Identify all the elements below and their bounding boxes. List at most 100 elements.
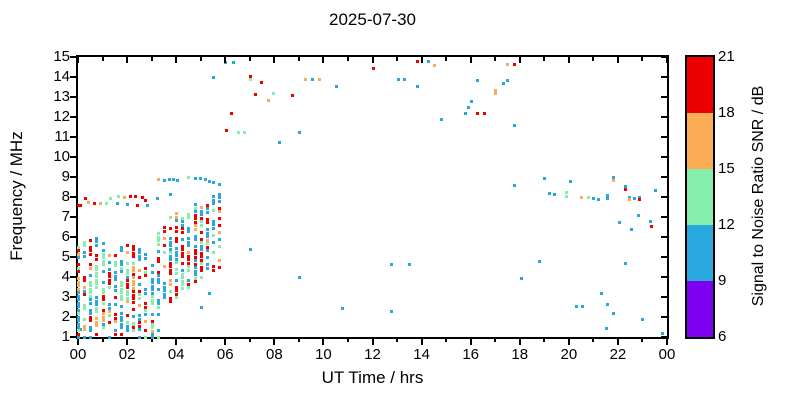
- data-point: [113, 320, 117, 323]
- colorbar: [685, 55, 715, 339]
- data-point: [167, 178, 171, 181]
- data-point: [597, 198, 601, 201]
- data-point: [199, 262, 203, 265]
- y-tick-label: 1: [61, 328, 70, 345]
- y-major-tick: [70, 236, 76, 238]
- x-major-tick: [420, 57, 423, 63]
- data-point: [211, 209, 215, 212]
- data-point: [169, 226, 173, 230]
- x-major-tick: [126, 339, 129, 345]
- data-point: [101, 325, 105, 329]
- data-point: [172, 178, 176, 181]
- data-point: [259, 81, 263, 84]
- data-point: [162, 292, 166, 296]
- data-point: [187, 240, 191, 244]
- data-point: [426, 60, 430, 63]
- data-point: [162, 229, 166, 233]
- data-point: [612, 312, 615, 315]
- data-point: [101, 322, 105, 326]
- data-point: [175, 285, 179, 289]
- data-point: [193, 248, 197, 252]
- data-point: [187, 251, 191, 254]
- data-point: [101, 298, 105, 301]
- data-point: [107, 336, 111, 339]
- data-point: [89, 284, 93, 287]
- data-point: [267, 99, 271, 102]
- data-point: [187, 230, 191, 233]
- data-point: [169, 240, 173, 244]
- colorbar-segment: [687, 113, 713, 169]
- y-major-tick: [70, 76, 76, 78]
- x-minor-tick: [101, 57, 104, 61]
- data-point: [156, 329, 160, 332]
- data-point: [101, 319, 105, 322]
- data-point: [548, 192, 552, 195]
- data-point: [150, 323, 154, 326]
- data-point: [592, 197, 596, 200]
- data-point: [89, 329, 93, 332]
- data-point: [175, 289, 179, 292]
- data-point: [77, 270, 80, 273]
- data-point: [162, 243, 166, 247]
- data-point: [205, 238, 209, 242]
- data-point: [512, 184, 516, 187]
- data-point: [637, 196, 641, 199]
- x-major-tick: [273, 339, 276, 345]
- data-point: [169, 251, 173, 254]
- data-point: [624, 262, 628, 265]
- data-point: [211, 233, 215, 237]
- data-point: [156, 235, 160, 239]
- data-point: [83, 251, 87, 254]
- data-point: [187, 237, 191, 240]
- x-major-tick: [616, 339, 619, 345]
- data-point: [494, 89, 498, 92]
- data-point: [89, 245, 93, 249]
- data-point: [77, 291, 80, 294]
- data-point: [156, 281, 160, 284]
- data-point: [187, 268, 191, 272]
- data-point: [199, 255, 203, 258]
- data-point: [113, 285, 117, 288]
- data-point: [83, 324, 87, 328]
- data-point: [77, 329, 80, 332]
- data-point: [126, 244, 130, 247]
- x-major-tick: [666, 339, 668, 345]
- x-major-tick: [420, 339, 423, 345]
- data-point: [193, 234, 197, 238]
- data-point: [89, 298, 93, 301]
- data-point: [175, 229, 179, 233]
- data-point: [119, 284, 123, 287]
- data-point: [144, 336, 148, 339]
- data-point: [176, 179, 180, 182]
- data-point: [119, 263, 123, 266]
- data-point: [126, 300, 130, 303]
- colorbar-tick-label: 9: [718, 272, 727, 289]
- data-point: [519, 277, 523, 280]
- data-point: [101, 280, 105, 284]
- data-point: [89, 336, 93, 339]
- data-point: [181, 216, 185, 220]
- data-point: [95, 324, 99, 327]
- data-point: [150, 263, 154, 267]
- data-point: [113, 316, 117, 320]
- data-point: [198, 177, 202, 180]
- data-point: [538, 260, 542, 263]
- data-point: [371, 67, 375, 70]
- data-point: [143, 199, 147, 202]
- data-point: [95, 320, 99, 324]
- x-tick-label: 20: [560, 346, 578, 363]
- data-point: [205, 221, 209, 224]
- data-point: [193, 269, 197, 273]
- data-point: [156, 298, 160, 302]
- data-point: [101, 294, 105, 298]
- data-point: [187, 226, 191, 230]
- data-point: [181, 255, 185, 258]
- data-point: [95, 282, 99, 285]
- x-major-tick: [616, 57, 619, 63]
- data-point: [156, 288, 160, 291]
- data-point: [129, 195, 133, 198]
- data-point: [627, 198, 631, 201]
- data-point: [205, 235, 209, 238]
- data-point: [95, 317, 99, 320]
- data-point: [116, 201, 120, 205]
